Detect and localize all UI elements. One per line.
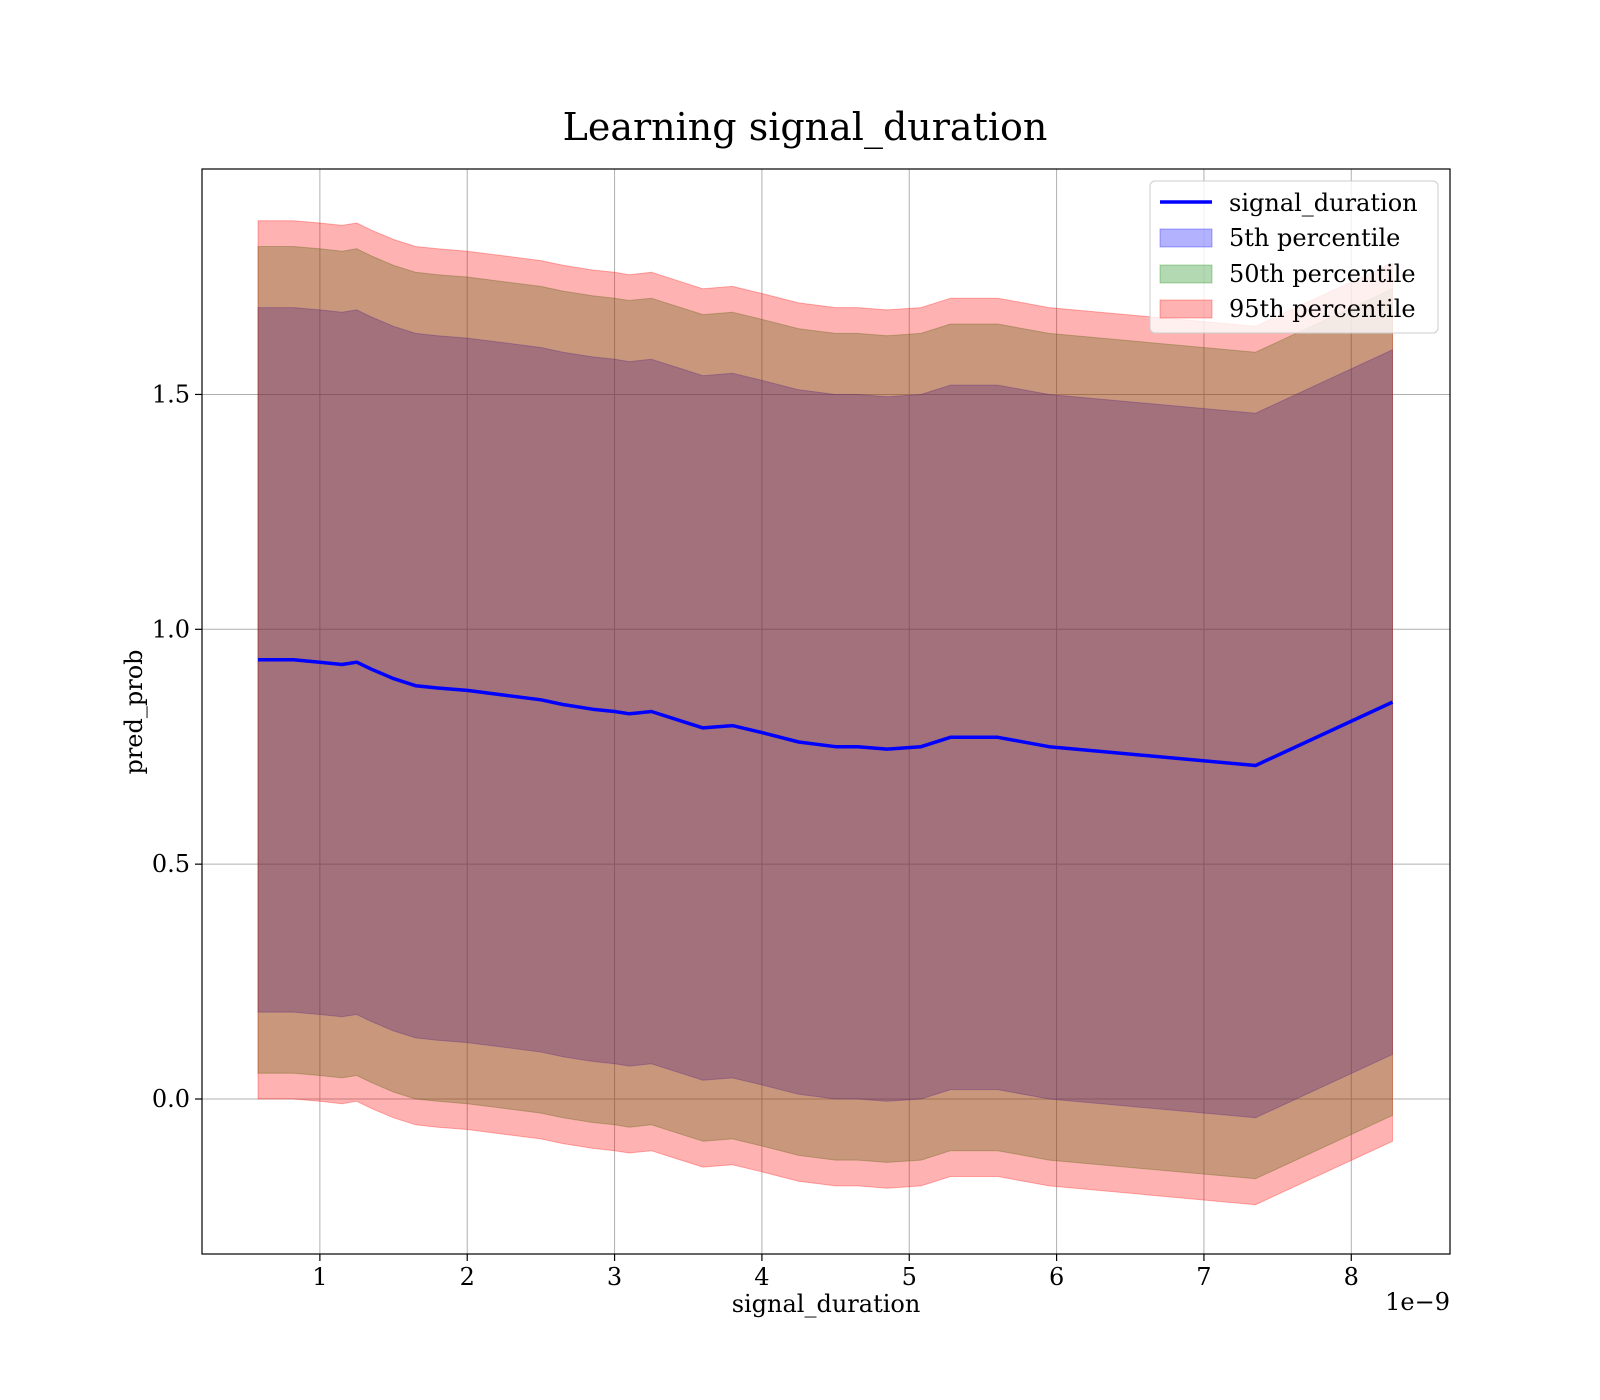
legend-label: 95th percentile (1229, 295, 1416, 323)
legend-swatch-band (1159, 264, 1213, 284)
legend: signal_duration 5th percentile 50th perc… (1149, 180, 1439, 334)
axis-ticks: 1 2 3 4 5 6 7 8 0.0 0.5 1.0 1.5 (152, 380, 1359, 1291)
band-50th-percentile (257, 246, 1393, 1180)
x-tick-label: 5 (902, 1263, 917, 1291)
legend-label: 5th percentile (1229, 224, 1400, 252)
y-tick-label: 1.5 (152, 380, 190, 408)
y-tick-label: 0.5 (152, 850, 190, 878)
band-95th-percentile (257, 220, 1393, 1206)
x-tick-label: 8 (1344, 1263, 1359, 1291)
y-tick-label: 0.0 (152, 1085, 190, 1113)
series-line-signal_duration (258, 658, 1394, 768)
x-tick-label: 7 (1196, 1263, 1211, 1291)
percentile-bands (257, 220, 1393, 1206)
y-tick-label: 1.0 (152, 615, 190, 643)
plot-frame (201, 168, 1451, 1255)
legend-swatch-band (1159, 299, 1213, 319)
legend-swatch-band (1159, 228, 1213, 248)
x-tick-label: 3 (607, 1263, 622, 1291)
legend-box (1149, 180, 1439, 334)
chart-title: Learning signal_duration (563, 105, 1048, 150)
x-axis-label: signal_duration (732, 1290, 921, 1318)
y-axis-label: pred_prob (120, 649, 148, 774)
x-tick-label: 6 (1049, 1263, 1064, 1291)
legend-label: signal_duration (1229, 189, 1418, 217)
x-tick-label: 2 (460, 1263, 475, 1291)
band-5th-percentile (257, 307, 1393, 1119)
x-tick-label: 4 (754, 1263, 769, 1291)
series-lines (258, 658, 1394, 768)
x-tick-label: 1 (312, 1263, 327, 1291)
x-axis-offset-label: 1e−9 (1385, 1288, 1450, 1316)
legend-label: 50th percentile (1229, 260, 1416, 288)
